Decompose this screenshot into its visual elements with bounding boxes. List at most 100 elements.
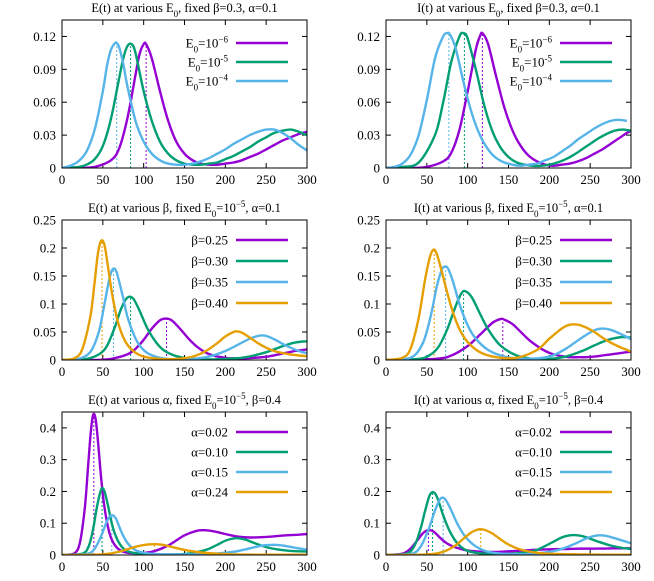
series-line-green bbox=[62, 42, 307, 168]
x-tick-label: 50 bbox=[96, 559, 109, 574]
x-tick-label: 50 bbox=[96, 172, 109, 187]
x-tick-label: 0 bbox=[383, 559, 390, 574]
y-tick-label: 0 bbox=[374, 353, 381, 368]
legend-label: α=0.15 bbox=[191, 465, 228, 480]
series-line-purple bbox=[386, 31, 631, 168]
y-tick-label: 0.05 bbox=[33, 325, 56, 340]
y-tick-label: 0.05 bbox=[357, 325, 380, 340]
x-tick-label: 50 bbox=[96, 364, 109, 379]
legend-label: β=0.25 bbox=[515, 233, 552, 248]
legend-label: E0=10−6 bbox=[510, 35, 553, 55]
x-tick-label: 250 bbox=[256, 364, 276, 379]
legend-label: α=0.24 bbox=[191, 485, 228, 500]
plot-frame bbox=[61, 19, 308, 169]
series-line-green bbox=[386, 31, 631, 168]
y-tick-label: 0 bbox=[50, 548, 57, 563]
y-tick-label: 0 bbox=[374, 548, 381, 563]
plot-frame bbox=[385, 411, 632, 556]
series-line-purple bbox=[386, 317, 631, 360]
legend: E0=10−6E0=10-5E0=10−4 bbox=[510, 35, 612, 93]
legend-label: α=0.15 bbox=[515, 465, 552, 480]
legend-label: E0=10-5 bbox=[512, 54, 553, 74]
x-tick-label: 50 bbox=[420, 364, 433, 379]
x-tick-label: 150 bbox=[175, 172, 195, 187]
legend-label: α=0.24 bbox=[515, 485, 552, 500]
x-tick-label: 300 bbox=[297, 172, 317, 187]
x-tick-label: 100 bbox=[134, 364, 154, 379]
x-tick-label: 200 bbox=[540, 559, 560, 574]
series-line-green bbox=[386, 289, 631, 360]
x-tick-label: 300 bbox=[621, 172, 641, 187]
legend-label: α=0.02 bbox=[191, 425, 228, 440]
x-tick-label: 50 bbox=[420, 172, 433, 187]
x-tick-label: 200 bbox=[216, 559, 236, 574]
x-tick-label: 250 bbox=[580, 172, 600, 187]
chart-panel-E-alpha: E(t) at various α, fixed E0=10−5, β=0.4 0… bbox=[40, 391, 317, 574]
y-tick-label: 0.2 bbox=[40, 241, 56, 256]
legend-label: E0=10−4 bbox=[186, 73, 229, 93]
chart-panel-E-beta: E(t) at various β, fixed E0=10−5, α=0.1 0… bbox=[33, 199, 317, 379]
series-line-orange bbox=[62, 239, 307, 360]
legend-label: E0=10−4 bbox=[510, 73, 553, 93]
legend-label: E0=10-5 bbox=[188, 54, 229, 74]
series-line-green bbox=[386, 490, 631, 555]
chart-panel-I-E0: I(t) at various E0, fixed β=0.3, α=0.1 0 5… bbox=[357, 1, 641, 187]
x-tick-label: 250 bbox=[256, 559, 276, 574]
y-tick-label: 0 bbox=[50, 353, 57, 368]
x-tick-label: 200 bbox=[216, 172, 236, 187]
y-tick-label: 0.06 bbox=[33, 95, 56, 110]
x-tick-label: 100 bbox=[134, 559, 154, 574]
x-tick-label: 300 bbox=[621, 559, 641, 574]
y-tick-label: 0.12 bbox=[33, 29, 56, 44]
chart-title: E(t) at various E0, fixed β=0.3, α=0.1 bbox=[91, 1, 277, 19]
y-tick-label: 0.09 bbox=[357, 62, 380, 77]
legend: α=0.02 α=0.10 α=0.15 α=0.24 bbox=[191, 425, 288, 500]
y-tick-label: 0.3 bbox=[364, 452, 380, 467]
x-tick-label: 200 bbox=[540, 364, 560, 379]
legend-label: β=0.35 bbox=[191, 275, 228, 290]
plot-frame bbox=[61, 411, 308, 556]
legend-label: α=0.02 bbox=[515, 425, 552, 440]
x-tick-label: 300 bbox=[297, 559, 317, 574]
x-tick-label: 0 bbox=[383, 364, 390, 379]
chart-title: E(t) at various α, fixed E0=10−5, β=0.4 bbox=[88, 391, 282, 411]
x-tick-label: 250 bbox=[580, 364, 600, 379]
y-tick-label: 0.25 bbox=[33, 213, 56, 228]
legend: β=0.25 β=0.30 β=0.35 β=0.40 bbox=[515, 233, 612, 311]
x-tick-label: 300 bbox=[621, 364, 641, 379]
legend: α=0.02 α=0.10 α=0.15 α=0.24 bbox=[515, 425, 612, 500]
series-line-lightblue bbox=[62, 514, 307, 555]
y-tick-label: 0.1 bbox=[364, 297, 380, 312]
plot-frame bbox=[385, 219, 632, 361]
series-line-purple bbox=[62, 41, 307, 168]
legend-label: α=0.10 bbox=[191, 445, 228, 460]
legend-label: β=0.30 bbox=[515, 254, 552, 269]
x-tick-label: 0 bbox=[59, 172, 66, 187]
series-line-green bbox=[62, 295, 307, 360]
plot-area bbox=[386, 31, 631, 168]
y-tick-label: 0.4 bbox=[40, 420, 57, 435]
x-tick-label: 150 bbox=[175, 559, 195, 574]
y-tick-label: 0.1 bbox=[40, 297, 56, 312]
legend-label: β=0.40 bbox=[191, 296, 228, 311]
legend-label: β=0.30 bbox=[191, 254, 228, 269]
y-tick-label: 0.2 bbox=[40, 484, 56, 499]
plot-area bbox=[62, 412, 307, 555]
series-line-purple bbox=[386, 528, 631, 555]
chart-title: I(t) at various β, fixed E0=10−5, α=0.1 bbox=[414, 199, 603, 219]
y-tick-label: 0.1 bbox=[40, 516, 56, 531]
x-tick-label: 50 bbox=[420, 559, 433, 574]
y-tick-label: 0.1 bbox=[364, 516, 380, 531]
x-tick-label: 100 bbox=[458, 172, 478, 187]
series-line-purple bbox=[62, 412, 307, 555]
chart-panel-E-E0: E(t) at various E0, fixed β=0.3, α=0.1 0 5… bbox=[33, 1, 317, 187]
x-tick-label: 250 bbox=[256, 172, 276, 187]
y-tick-label: 0 bbox=[50, 161, 57, 176]
legend-label: α=0.10 bbox=[515, 445, 552, 460]
plot-frame bbox=[61, 219, 308, 361]
x-tick-label: 100 bbox=[134, 172, 154, 187]
x-tick-label: 100 bbox=[458, 559, 478, 574]
x-tick-label: 0 bbox=[59, 559, 66, 574]
legend-label: β=0.40 bbox=[515, 296, 552, 311]
